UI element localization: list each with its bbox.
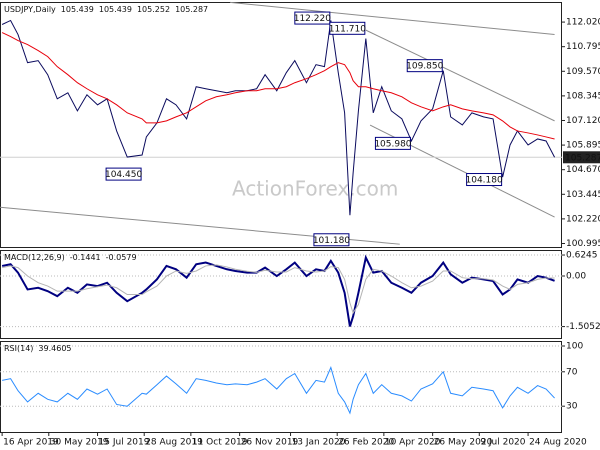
- annotation-label: 111.710: [329, 24, 366, 34]
- y-tick-label: 107.120: [566, 116, 600, 126]
- panel-frame: [0, 341, 562, 433]
- header-value: 105.287: [175, 5, 208, 14]
- x-tick-label: 26 Feb 2020: [338, 438, 394, 448]
- y-tick-label: 112.020: [566, 18, 600, 28]
- annotation-box: [466, 173, 503, 187]
- last-price-box: [563, 151, 600, 164]
- header-value: 105.439: [99, 5, 132, 14]
- y-tick-label: 108.345: [566, 91, 600, 101]
- annotation-box: [313, 233, 350, 247]
- y-tick-label: 102.220: [566, 214, 600, 224]
- header-value: 39.4605: [38, 344, 71, 353]
- x-tick-label: 15 Jul 2019: [99, 438, 150, 448]
- x-tick-label: 28 Aug 2019: [145, 438, 203, 448]
- annotation-label: 104.450: [105, 170, 142, 180]
- panel-frame: [0, 2, 562, 248]
- panel-header: RSI(14) 39.4605: [4, 344, 72, 353]
- annotation-label: 105.980: [374, 139, 411, 149]
- x-tick-label: 11 Oct 2019: [192, 438, 248, 448]
- series-line: [2, 366, 555, 415]
- annotation-label: 112.220: [294, 14, 331, 24]
- y-tick-label: 110.795: [566, 42, 600, 52]
- series-line: [1, 32, 555, 140]
- x-tick-label: 9 Jul 2020: [480, 438, 525, 448]
- y-tick-label: 100.995: [566, 239, 600, 249]
- annotation-box: [294, 11, 331, 25]
- series-line: [1, 19, 556, 216]
- y-tick-label: 0.6245: [566, 251, 598, 261]
- annotation-box: [374, 136, 411, 150]
- x-tick-label: 30 May 2019: [50, 438, 109, 448]
- header-value: -0.0579: [106, 253, 137, 262]
- header-value: 105.252: [137, 5, 170, 14]
- y-tick-label: 30: [566, 402, 578, 412]
- watermark: ActionForex.com: [232, 177, 398, 201]
- annotation-label: 109.850: [406, 62, 443, 72]
- annotation-box: [329, 21, 366, 35]
- y-tick-label: 70: [566, 367, 578, 377]
- panel-header: MACD(12,26,9) -0.1441 -0.0579: [4, 253, 137, 262]
- x-tick-label: 10 Apr 2020: [385, 438, 441, 448]
- trendline: [230, 1, 555, 36]
- panel-title: USDJPY,Daily: [4, 5, 56, 14]
- y-tick-label: 100: [566, 341, 583, 351]
- y-tick-label: 104.670: [566, 165, 600, 175]
- series-line: [2, 264, 555, 315]
- header-value: -0.1441: [70, 253, 101, 262]
- panel-frame: [0, 250, 562, 339]
- y-tick-label: 109.570: [566, 67, 600, 77]
- annotation-label: 104.180: [466, 176, 503, 186]
- y-tick-label: 105.895: [566, 141, 600, 151]
- x-tick-label: 16 Apr 2019: [3, 438, 59, 448]
- x-tick-label: 24 Aug 2020: [529, 438, 587, 448]
- series-line: [1, 254, 555, 327]
- x-tick-label: 13 Jan 2020: [292, 438, 346, 448]
- x-tick-label: 26 May 2020: [434, 438, 493, 448]
- last-price-label: 105.287: [565, 153, 600, 163]
- y-tick-label: 103.445: [566, 190, 600, 200]
- y-tick-label: 0.00: [566, 272, 586, 282]
- trendline: [365, 29, 555, 122]
- panel-title: MACD(12,26,9): [4, 253, 65, 262]
- annotation-box: [406, 59, 443, 73]
- y-tick-label: -1.5052: [566, 322, 600, 332]
- annotation-label: 101.180: [313, 236, 350, 246]
- panel-title: RSI(14): [4, 344, 33, 353]
- x-tick-label: 26 Nov 2019: [241, 438, 299, 448]
- annotation-box: [105, 167, 142, 181]
- header-value: 105.439: [61, 5, 94, 14]
- panel-header: USDJPY,Daily 105.439 105.439 105.252 105.287: [4, 5, 208, 14]
